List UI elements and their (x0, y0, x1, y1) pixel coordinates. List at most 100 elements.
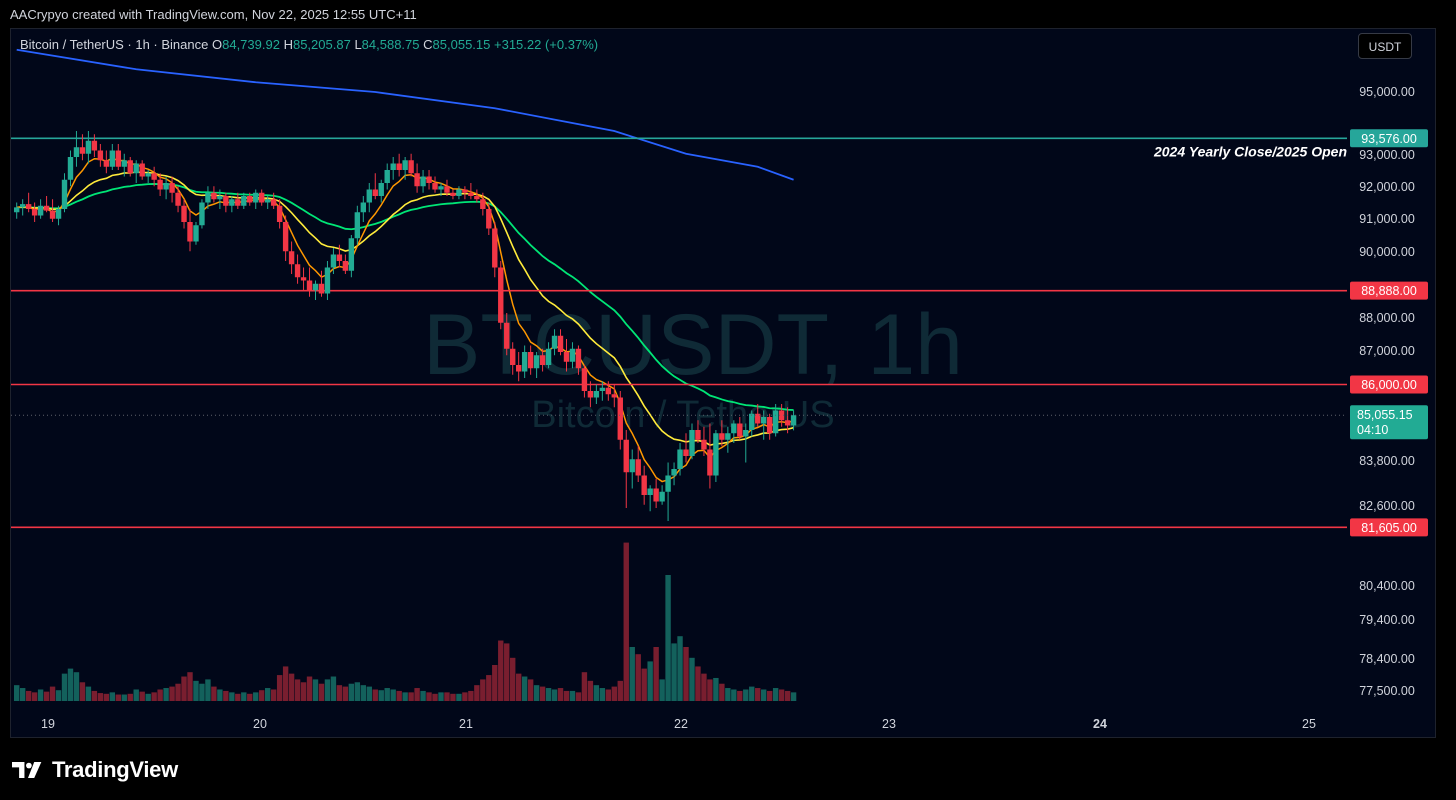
legend-symbol[interactable]: Bitcoin / TetherUS · 1h · Binance (20, 37, 209, 52)
volume-bar (67, 668, 74, 701)
volume-bar (468, 690, 474, 701)
tradingview-logo-icon (12, 762, 42, 778)
volume-bar (599, 688, 606, 701)
volume-bar (294, 679, 301, 701)
candle-body (61, 179, 68, 209)
candle-body (420, 176, 426, 187)
ema-long-line (16, 48, 794, 181)
candle-body (199, 202, 205, 226)
volume-bar (438, 692, 444, 701)
currency-button[interactable]: USDT (1358, 33, 1412, 59)
volume-bar (778, 689, 785, 701)
candle-body (468, 192, 474, 196)
volume-bar (587, 680, 594, 701)
x-axis-tick-label: 21 (459, 717, 473, 731)
candle-body (408, 160, 414, 174)
volume-bar (450, 693, 456, 701)
candle-body (318, 283, 325, 294)
candle-body (55, 209, 62, 219)
candle-body (737, 423, 743, 437)
candle-body (653, 488, 659, 502)
volume-bar (139, 691, 145, 701)
top-attribution-bar: AACrypyo created with TradingView.com, N… (0, 0, 1456, 28)
y-axis-tick-label: 79,400.00 (1359, 613, 1415, 627)
volume-bar (707, 679, 713, 701)
candle-body (743, 430, 749, 437)
candle-body (480, 199, 486, 209)
volume-bar (85, 686, 92, 701)
candle-body (223, 196, 229, 206)
candle-body (772, 410, 779, 434)
candle-body (139, 163, 145, 177)
y-axis-tick-label: 91,000.00 (1359, 212, 1415, 226)
candle-body (766, 417, 773, 434)
candle-body (187, 222, 193, 242)
legend-change-value: +315.22 (+0.37%) (494, 37, 599, 52)
candle-body (103, 160, 110, 167)
y-axis-tick-label: 77,500.00 (1359, 684, 1415, 698)
candle-body (450, 192, 456, 196)
candle-body (372, 189, 378, 196)
volume-bar (677, 636, 683, 701)
volume-bar (145, 693, 151, 701)
volume-bar (336, 685, 343, 701)
volume-bar (31, 692, 38, 701)
legend-close-label: C (423, 37, 433, 52)
candle-body (330, 254, 337, 268)
candle-body (587, 391, 594, 398)
candle-body (282, 222, 289, 252)
volume-bar (420, 690, 426, 701)
volume-bar (115, 694, 121, 701)
candle-body (127, 160, 133, 174)
volume-bar (617, 680, 623, 701)
y-axis-tick-label: 92,000.00 (1359, 180, 1415, 194)
chart-frame[interactable]: BTCUSDT, 1h Bitcoin / TetherUS 2024 Yearly… (10, 28, 1436, 738)
price-tag-label: 88,888.00 (1361, 284, 1417, 298)
candle-body (593, 391, 600, 398)
volume-bar (181, 676, 187, 701)
candle-body (97, 150, 104, 161)
volume-bar (43, 691, 50, 701)
candle-body (689, 430, 695, 456)
volume-bar (545, 688, 552, 701)
candle-body (378, 183, 384, 196)
y-axis-tick-label: 87,000.00 (1359, 344, 1415, 358)
volume-bar (426, 692, 432, 701)
y-axis-tick-label: 93,000.00 (1359, 148, 1415, 162)
candle-body (264, 199, 271, 203)
candle-body (557, 335, 564, 352)
candle-body (133, 163, 139, 174)
volume-bar (163, 688, 169, 701)
volume-bar (366, 686, 372, 701)
volume-bar (533, 685, 540, 701)
candle-body (515, 365, 522, 372)
candle-body (761, 417, 767, 424)
legend-high-label: H (283, 37, 293, 52)
y-axis-tick-label: 80,400.00 (1359, 579, 1415, 593)
price-tag-bg (1350, 129, 1428, 148)
volume-bar (37, 689, 44, 701)
candle-body (37, 205, 44, 216)
volume-bar (575, 692, 582, 701)
volume-bar (187, 672, 193, 701)
candle-body (533, 355, 540, 369)
last-price-countdown: 04:10 (1357, 423, 1388, 437)
legend-low-value: 84,588.75 (361, 37, 420, 52)
candle-body (725, 433, 731, 440)
candle-body (539, 355, 546, 365)
candle-body (235, 199, 241, 206)
volume-bar (743, 689, 749, 701)
candle-body (253, 192, 259, 203)
volume-bar (689, 657, 695, 701)
volume-bar (492, 665, 498, 701)
candle-body (14, 207, 20, 213)
candle-body (259, 192, 265, 203)
candle-body (19, 204, 26, 208)
x-axis-tick-label: 20 (253, 717, 267, 731)
watermark-symbol: BTCUSDT, 1h (423, 297, 963, 393)
volume-bar (480, 679, 486, 701)
x-axis-tick-label: 23 (882, 717, 896, 731)
candle-body (486, 209, 492, 229)
candle-body (360, 202, 367, 213)
